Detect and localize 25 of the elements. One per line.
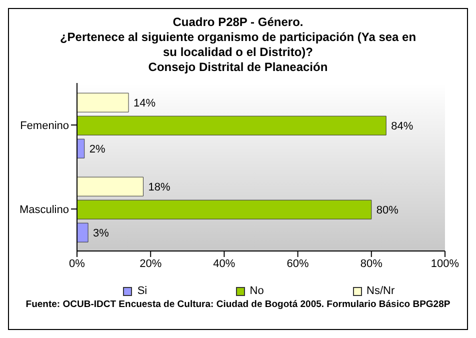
x-tick-label: 80% (360, 258, 383, 270)
data-label: 84% (391, 120, 414, 132)
y-tick-label: Masculino (19, 204, 69, 216)
bar (77, 116, 386, 136)
bar (77, 200, 372, 220)
bar (77, 92, 129, 112)
x-tick-label: 20% (140, 258, 162, 270)
x-tick-label: 0% (69, 258, 86, 270)
source-note: Fuente: OCUB-IDCT Encuesta de Cultura: Ciudad de Bogotá 2005. Formulario Básico BPG28P (24, 299, 452, 310)
legend-label: Si (136, 285, 148, 297)
data-label: 14% (134, 97, 156, 110)
data-label: 3% (93, 227, 110, 240)
bar (77, 176, 144, 196)
chart-title: Cuadro P28P - Género. ¿Pertenece al siguiente organismo de participación (Ya sea en su localidad o el Distrito)? Consejo Distrital de Planeación (58, 15, 418, 75)
data-label: 18% (148, 181, 170, 194)
x-tick-label: 40% (213, 258, 236, 270)
data-label: 80% (376, 204, 399, 216)
legend-label: No (248, 285, 264, 297)
data-label: 2% (89, 143, 106, 156)
bar (77, 138, 85, 158)
bar (77, 222, 88, 242)
x-tick-label: 60% (286, 258, 310, 270)
x-tick-label: 100% (430, 258, 460, 270)
y-tick-label: Femenino (20, 120, 69, 132)
legend-label: Ns/Nr (366, 285, 395, 297)
